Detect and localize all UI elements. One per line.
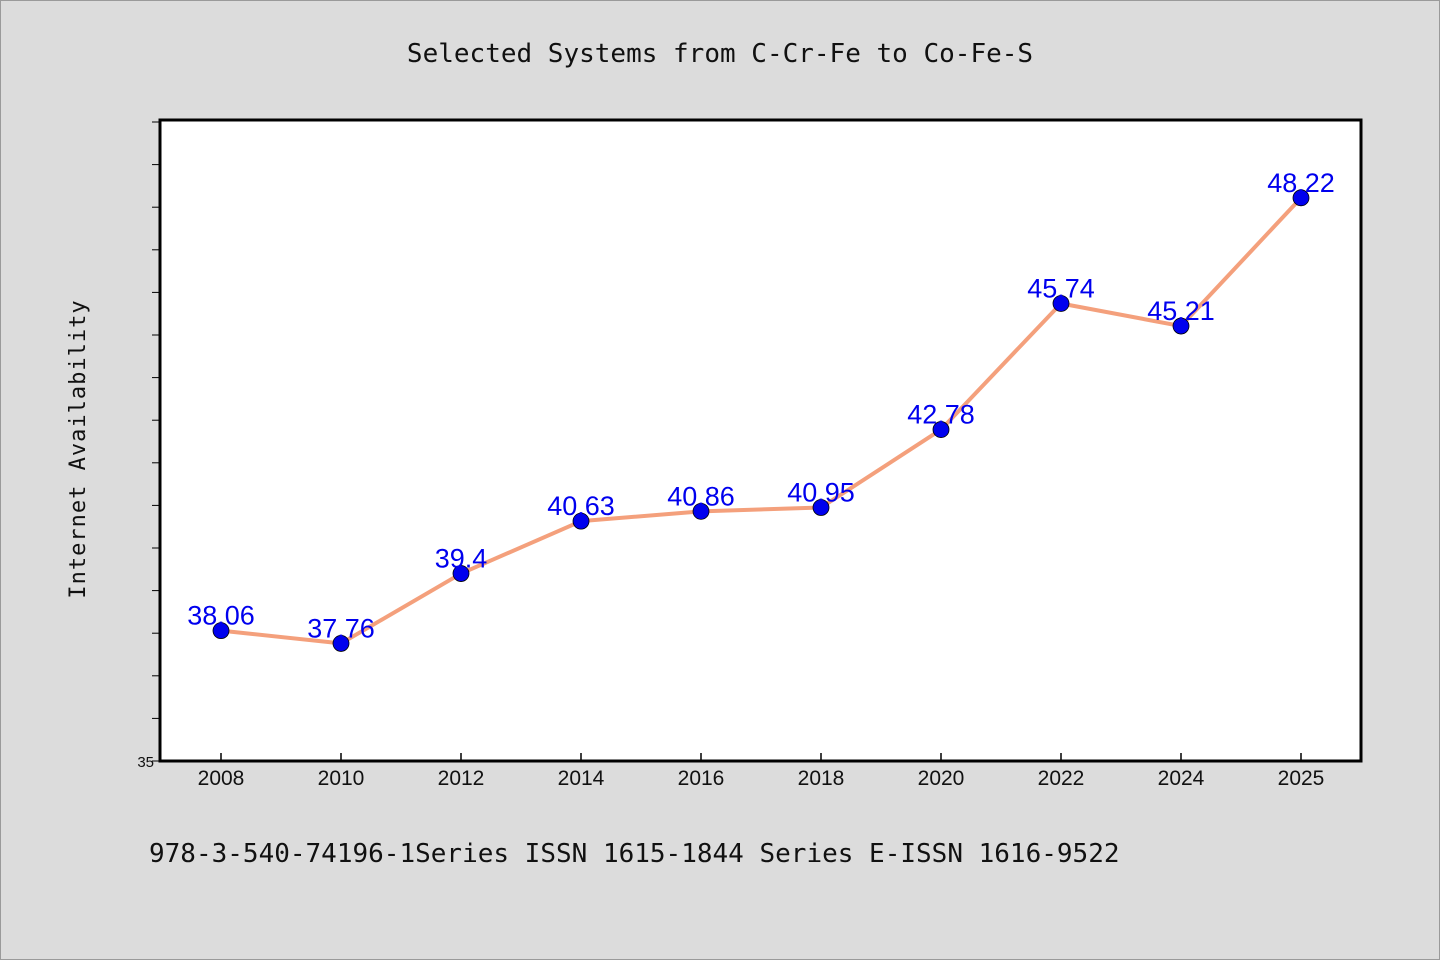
x-tick-label: 2010 — [318, 767, 365, 790]
data-label: 39.4 — [435, 544, 488, 574]
y-axis-label: Internet Availability — [66, 299, 91, 598]
data-label: 48.22 — [1267, 168, 1335, 198]
x-tick-label: 2014 — [558, 767, 605, 790]
x-tick-label: 2024 — [1158, 767, 1205, 790]
x-tick-label: 2012 — [438, 767, 485, 790]
x-tick-label: 2008 — [198, 767, 245, 790]
data-point — [1292, 189, 1310, 207]
x-axis-ticks: 2008 2010 2012 2014 2016 2018 2020 2022 2024 2025 — [198, 753, 1325, 790]
series-line — [220, 196, 1303, 646]
x-tick-label: 2016 — [678, 767, 725, 790]
data-label: 42.78 — [907, 400, 975, 430]
data-label: 38.06 — [187, 601, 255, 631]
y-axis-ticks: 35 — [137, 121, 160, 771]
plot-area — [158, 118, 1363, 763]
data-label: 37.76 — [307, 613, 375, 643]
data-point — [452, 565, 470, 582]
data-point — [332, 635, 350, 652]
x-tick-label: 2022 — [1038, 767, 1085, 790]
data-label: 40.86 — [667, 481, 735, 511]
data-label: 45.21 — [1147, 296, 1215, 326]
data-label: 40.63 — [547, 491, 615, 521]
x-tick-label: 2025 — [1278, 767, 1325, 790]
data-point — [1052, 295, 1070, 312]
x-tick-label: 2018 — [798, 767, 845, 790]
x-tick-label: 2020 — [918, 767, 965, 790]
footer-text: 978-3-540-74196-1Series ISSN 1615-1844 S… — [149, 839, 1120, 869]
data-markers — [212, 189, 1310, 652]
data-point — [572, 512, 590, 530]
data-point — [812, 499, 830, 516]
y-tick-label: 35 — [137, 754, 154, 771]
data-point — [212, 622, 230, 640]
series-line-group — [220, 196, 1303, 646]
chart-title: Selected Systems from C-Cr-Fe to Co-Fe-S — [407, 39, 1033, 69]
data-label: 45.74 — [1027, 273, 1095, 303]
data-labels: 38.06 37.76 39.4 40.63 40.86 40.95 42.78 45.74 4… — [187, 168, 1335, 644]
data-point — [692, 502, 710, 520]
data-point — [1172, 317, 1190, 335]
data-point — [932, 421, 950, 438]
data-label: 40.95 — [787, 478, 855, 508]
